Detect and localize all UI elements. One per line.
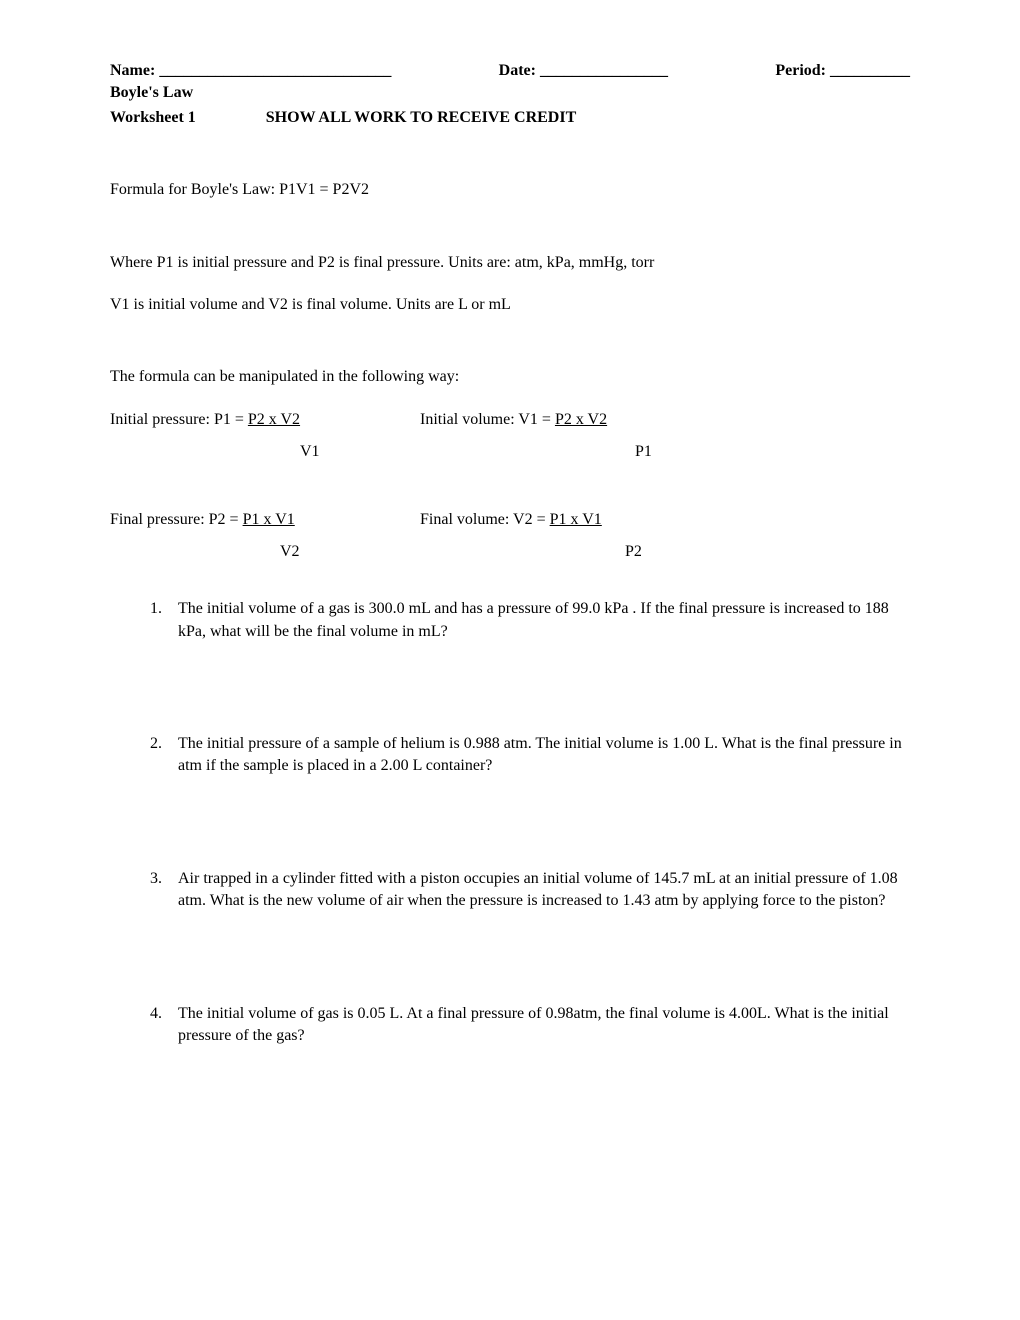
worksheet-number: Worksheet 1 [110,107,196,129]
question-text: The initial pressure of a sample of heli… [178,733,910,778]
header-row: Name: _____________________________ Date… [110,60,910,82]
formula-main: Formula for Boyle's Law: P1V1 = P2V2 [110,179,910,201]
question-3: 3. Air trapped in a cylinder fitted with… [110,868,910,913]
v1-numerator: P2 x V2 [555,411,607,428]
v2-denominator: P2 [420,541,730,563]
date-field: Date: ________________ [499,60,668,82]
question-number: 1. [150,598,178,643]
initial-pressure-formula: Initial pressure: P1 = P2 x V2 [110,409,420,431]
p1-numerator: P2 x V2 [248,411,300,428]
explanation-pressure: Where P1 is initial pressure and P2 is f… [110,252,910,274]
instruction-text: SHOW ALL WORK TO RECEIVE CREDIT [266,107,576,129]
p2-denominator: V2 [110,541,420,563]
questions-list: 1. The initial volume of a gas is 300.0 … [110,598,910,1047]
question-text: The initial volume of a gas is 300.0 mL … [178,598,910,643]
question-number: 3. [150,868,178,913]
p1-label: Initial pressure: P1 = [110,411,248,428]
formula-row-1: Initial pressure: P1 = P2 x V2 Initial v… [110,409,910,431]
p1-denominator: V1 [110,441,420,463]
question-text: Air trapped in a cylinder fitted with a … [178,868,910,913]
period-field: Period: __________ [775,60,910,82]
subtitle-boyles-law: Boyle's Law [110,82,910,104]
explanation-section: Where P1 is initial pressure and P2 is f… [110,252,910,317]
formula-row-2: Final pressure: P2 = P1 x V1 Final volum… [110,509,910,531]
worksheet-title-row: Worksheet 1 SHOW ALL WORK TO RECEIVE CRE… [110,107,910,129]
v1-label: Initial volume: V1 = [420,411,555,428]
v2-label: Final volume: V2 = [420,511,550,528]
final-pressure-formula: Final pressure: P2 = P1 x V1 [110,509,420,531]
v1-denominator: P1 [420,441,730,463]
question-number: 2. [150,733,178,778]
formula-section: Formula for Boyle's Law: P1V1 = P2V2 [110,179,910,201]
p2-numerator: P1 x V1 [243,511,295,528]
initial-volume-formula: Initial volume: V1 = P2 x V2 [420,409,730,431]
p2-label: Final pressure: P2 = [110,511,243,528]
question-number: 4. [150,1003,178,1048]
name-field: Name: _____________________________ [110,60,391,82]
v2-numerator: P1 x V1 [550,511,602,528]
question-2: 2. The initial pressure of a sample of h… [110,733,910,778]
final-volume-formula: Final volume: V2 = P1 x V1 [420,509,730,531]
question-1: 1. The initial volume of a gas is 300.0 … [110,598,910,643]
formula-denom-1: V1 P1 [110,441,910,463]
manipulation-intro: The formula can be manipulated in the fo… [110,366,910,388]
explanation-volume: V1 is initial volume and V2 is final vol… [110,294,910,316]
question-text: The initial volume of gas is 0.05 L. At … [178,1003,910,1048]
question-4: 4. The initial volume of gas is 0.05 L. … [110,1003,910,1048]
formula-denom-2: V2 P2 [110,541,910,563]
manipulation-section: The formula can be manipulated in the fo… [110,366,910,563]
